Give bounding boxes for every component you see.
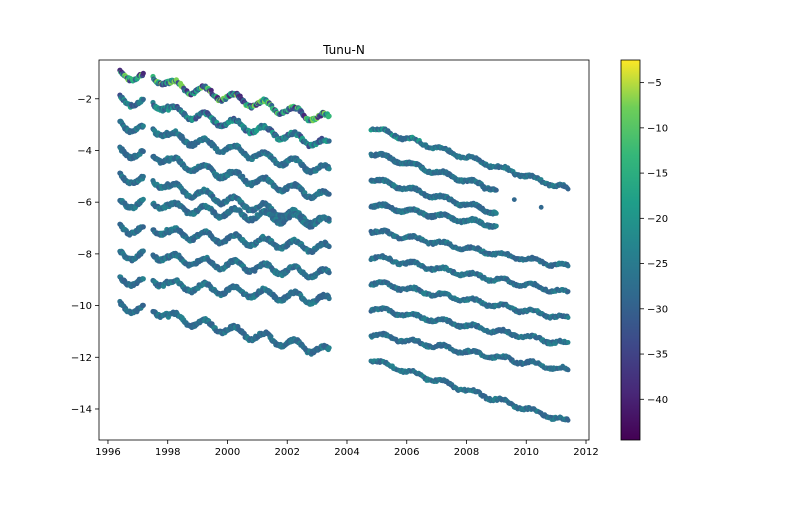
colorbar-tick-label: −40 <box>647 395 668 406</box>
x-tick-label: 2000 <box>215 447 240 458</box>
data-point <box>565 186 571 192</box>
y-tick-label: −14 <box>71 404 92 415</box>
colorbar-tick-label: −10 <box>647 123 668 134</box>
colorbar-axis: −5 −10 −15 −20 −25 −30 −35 −40 <box>640 78 668 406</box>
x-tick-label: 2010 <box>514 447 539 458</box>
data-point <box>140 173 146 180</box>
data-point <box>482 186 487 192</box>
x-tick-label: 2008 <box>454 447 479 458</box>
x-tick-label: 2002 <box>275 447 300 458</box>
y-axis: −2 −4 −6 −8 −10 −12 −14 <box>71 94 99 415</box>
data-point <box>326 345 332 351</box>
data-point <box>140 224 146 230</box>
x-tick-label: 2006 <box>394 447 419 458</box>
data-point <box>494 187 499 193</box>
data-point <box>326 216 332 222</box>
data-point <box>565 417 571 423</box>
plot-area <box>117 67 571 423</box>
colorbar-tick-label: −20 <box>647 214 668 225</box>
data-point <box>140 123 146 129</box>
data-point <box>140 148 146 154</box>
data-point <box>538 204 544 210</box>
data-point <box>140 302 146 308</box>
data-point <box>326 113 332 119</box>
y-tick-label: −6 <box>77 198 92 209</box>
colorbar-tick-label: −5 <box>647 78 662 89</box>
x-tick-label: 2004 <box>334 447 359 458</box>
x-tick-label: 2012 <box>573 447 598 458</box>
x-tick-label: 1996 <box>95 447 120 458</box>
colorbar-tick-label: −25 <box>647 259 668 270</box>
y-tick-label: −2 <box>77 94 92 105</box>
colorbar <box>620 59 641 441</box>
data-point <box>140 196 146 202</box>
data-point <box>326 138 332 144</box>
data-point <box>494 223 499 229</box>
data-point <box>326 166 332 172</box>
data-point <box>140 96 146 102</box>
data-point <box>565 340 571 345</box>
data-point <box>326 270 332 276</box>
data-point <box>565 315 571 320</box>
y-tick-label: −12 <box>71 353 92 364</box>
x-tick-label: 1998 <box>155 447 180 458</box>
data-point <box>140 276 146 282</box>
x-axis: 1996 1998 2000 2002 2004 2006 2008 2010 2012 <box>95 440 599 458</box>
data-point <box>565 289 571 294</box>
data-point <box>326 243 332 250</box>
data-point <box>565 263 571 269</box>
data-point <box>326 191 332 197</box>
axes-frame <box>98 59 590 441</box>
data-point <box>140 70 146 76</box>
colorbar-tick-label: −35 <box>647 350 668 361</box>
data-point <box>511 197 517 203</box>
data-point <box>326 295 332 302</box>
y-tick-label: −10 <box>71 301 92 312</box>
colorbar-tick-label: −15 <box>647 169 668 180</box>
y-tick-label: −4 <box>77 146 92 157</box>
chart-title: Tunu-N <box>322 43 365 57</box>
data-point <box>140 248 146 254</box>
y-tick-label: −8 <box>77 249 92 260</box>
data-point <box>494 211 499 216</box>
data-point <box>565 367 571 373</box>
colorbar-tick-label: −30 <box>647 304 668 315</box>
